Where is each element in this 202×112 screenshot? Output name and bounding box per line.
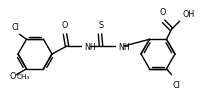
Text: O: O <box>61 21 68 30</box>
Text: O: O <box>159 8 165 17</box>
Text: NH: NH <box>84 43 95 52</box>
Text: OH: OH <box>182 10 194 19</box>
Text: S: S <box>98 21 103 30</box>
Text: CH₃: CH₃ <box>16 73 30 79</box>
Text: Cl: Cl <box>12 23 19 32</box>
Text: NH: NH <box>117 43 129 52</box>
Text: O: O <box>9 72 15 81</box>
Text: Cl: Cl <box>172 80 180 89</box>
